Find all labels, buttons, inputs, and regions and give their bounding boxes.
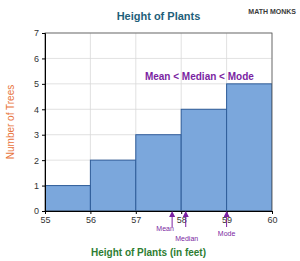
tick-label: 0 bbox=[34, 206, 39, 216]
tick-mark bbox=[42, 84, 45, 85]
tick-mark bbox=[136, 211, 137, 214]
grid-line bbox=[45, 58, 272, 59]
bar bbox=[90, 160, 135, 211]
y-axis: 0 1 2 3 4 5 6 7 bbox=[34, 28, 46, 216]
tick-mark bbox=[42, 109, 45, 110]
x-axis: 555657585960 bbox=[40, 211, 277, 225]
axis-line bbox=[46, 212, 273, 215]
y-tick: 1 bbox=[34, 181, 45, 191]
tick-label: 57 bbox=[131, 215, 141, 225]
tick-label: 7 bbox=[34, 28, 39, 38]
y-tick: 0 bbox=[34, 206, 45, 216]
tick-label: 3 bbox=[34, 130, 39, 140]
tick-label: 2 bbox=[34, 156, 39, 166]
y-axis-label: Number of Trees bbox=[5, 85, 16, 159]
marker-label: Mode bbox=[218, 230, 236, 237]
tick-label: 5 bbox=[34, 79, 39, 89]
tick-label: 56 bbox=[86, 215, 96, 225]
annotation: Mean < Median < Mode bbox=[145, 71, 254, 82]
tick-label: 55 bbox=[40, 215, 50, 225]
tick-mark bbox=[227, 211, 228, 214]
tick-mark bbox=[42, 211, 45, 212]
x-axis-label: Height of Plants (in feet) bbox=[91, 247, 206, 258]
x-tick: 58 bbox=[177, 211, 187, 225]
bar bbox=[227, 84, 272, 211]
bars bbox=[45, 84, 272, 211]
y-tick: 3 bbox=[34, 130, 45, 140]
tick-mark bbox=[42, 160, 45, 161]
bar bbox=[136, 135, 181, 211]
x-tick: 57 bbox=[131, 211, 141, 225]
tick-mark bbox=[42, 186, 45, 187]
bar bbox=[45, 186, 90, 211]
title: Height of Plants bbox=[117, 10, 201, 22]
markers: MeanMedian Mode bbox=[156, 214, 235, 242]
tick-mark bbox=[272, 211, 273, 214]
axis-line bbox=[42, 34, 46, 212]
logo: MATH MONKS bbox=[248, 8, 296, 15]
tick-label: 6 bbox=[34, 54, 39, 64]
tick-mark bbox=[42, 33, 45, 34]
x-tick: 55 bbox=[40, 211, 50, 225]
bar bbox=[181, 109, 226, 211]
plot-frame bbox=[45, 33, 272, 211]
x-tick: 60 bbox=[267, 211, 277, 225]
tick-mark bbox=[42, 135, 45, 136]
marker-arrow bbox=[185, 214, 186, 227]
tick-mark bbox=[42, 58, 45, 59]
tick-label: 4 bbox=[34, 105, 39, 115]
y-tick: 6 bbox=[34, 54, 45, 64]
marker-arrow bbox=[226, 214, 227, 227]
tick-label: 58 bbox=[177, 215, 187, 225]
tick-mark bbox=[181, 211, 182, 214]
tick-label: 60 bbox=[267, 215, 277, 225]
x-tick: 56 bbox=[86, 211, 96, 225]
marker-label: Mean bbox=[156, 225, 174, 232]
y-tick: 2 bbox=[34, 156, 45, 166]
grid bbox=[45, 33, 272, 211]
tick-label: 1 bbox=[34, 181, 39, 191]
marker-label: Median bbox=[175, 235, 198, 242]
y-tick: 5 bbox=[34, 79, 45, 89]
y-tick: 4 bbox=[34, 105, 45, 115]
chart: 55565758596001234567Height of PlantsMATH… bbox=[0, 0, 300, 261]
y-tick: 7 bbox=[34, 28, 45, 38]
tick-mark bbox=[90, 211, 91, 214]
